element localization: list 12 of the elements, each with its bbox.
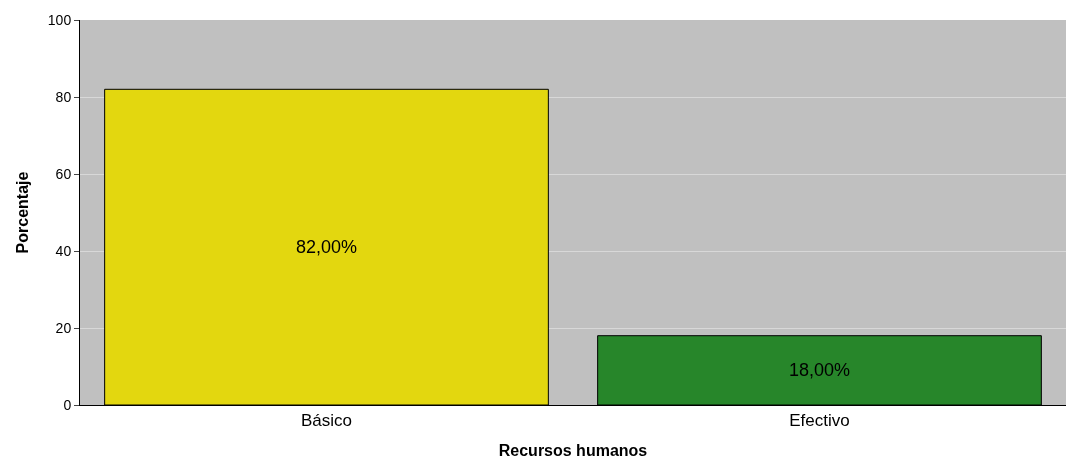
x-axis-title: Recursos humanos [498, 442, 648, 460]
y-tick-label: 60 [55, 165, 72, 182]
y-axis-title: Porcentaje [13, 171, 31, 254]
data-label: 82,00% [295, 237, 358, 258]
y-tick-label: 40 [55, 242, 72, 259]
y-tick-label: 80 [55, 88, 72, 105]
x-tick-label: Efectivo [789, 411, 850, 431]
y-tick-label: 0 [63, 396, 72, 413]
x-tick-label: Básico [300, 411, 353, 431]
y-tick-label: 20 [55, 319, 72, 336]
y-tick-label: 100 [47, 11, 72, 28]
data-label: 18,00% [788, 360, 851, 381]
